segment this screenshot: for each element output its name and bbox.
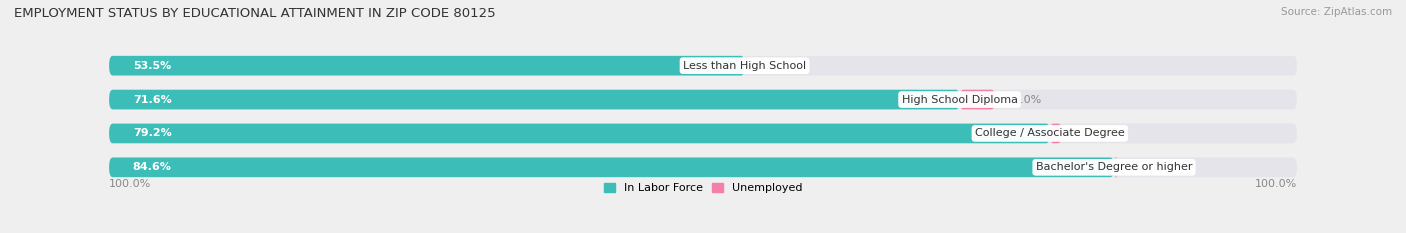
Text: 1.0%: 1.0% [1080,128,1108,138]
Text: 100.0%: 100.0% [1254,179,1296,189]
Text: College / Associate Degree: College / Associate Degree [974,128,1125,138]
FancyBboxPatch shape [110,124,1050,143]
Text: High School Diploma: High School Diploma [901,95,1018,105]
Legend: In Labor Force, Unemployed: In Labor Force, Unemployed [599,178,807,197]
FancyBboxPatch shape [110,56,1296,75]
Text: 71.6%: 71.6% [132,95,172,105]
FancyBboxPatch shape [110,90,959,109]
Text: 53.5%: 53.5% [132,61,172,71]
Text: Bachelor's Degree or higher: Bachelor's Degree or higher [1036,162,1192,172]
Text: Source: ZipAtlas.com: Source: ZipAtlas.com [1281,7,1392,17]
Text: Less than High School: Less than High School [683,61,806,71]
FancyBboxPatch shape [110,158,1296,177]
Text: 0.0%: 0.0% [762,61,790,71]
FancyBboxPatch shape [110,158,1114,177]
FancyBboxPatch shape [110,56,745,75]
Text: 3.0%: 3.0% [1012,95,1042,105]
FancyBboxPatch shape [110,90,1296,109]
FancyBboxPatch shape [1050,124,1062,143]
Text: 79.2%: 79.2% [132,128,172,138]
FancyBboxPatch shape [110,124,1296,143]
FancyBboxPatch shape [1114,158,1118,177]
Text: 84.6%: 84.6% [132,162,172,172]
Text: 0.3%: 0.3% [1136,162,1164,172]
Text: 100.0%: 100.0% [110,179,152,189]
FancyBboxPatch shape [959,90,995,109]
Text: EMPLOYMENT STATUS BY EDUCATIONAL ATTAINMENT IN ZIP CODE 80125: EMPLOYMENT STATUS BY EDUCATIONAL ATTAINM… [14,7,496,20]
